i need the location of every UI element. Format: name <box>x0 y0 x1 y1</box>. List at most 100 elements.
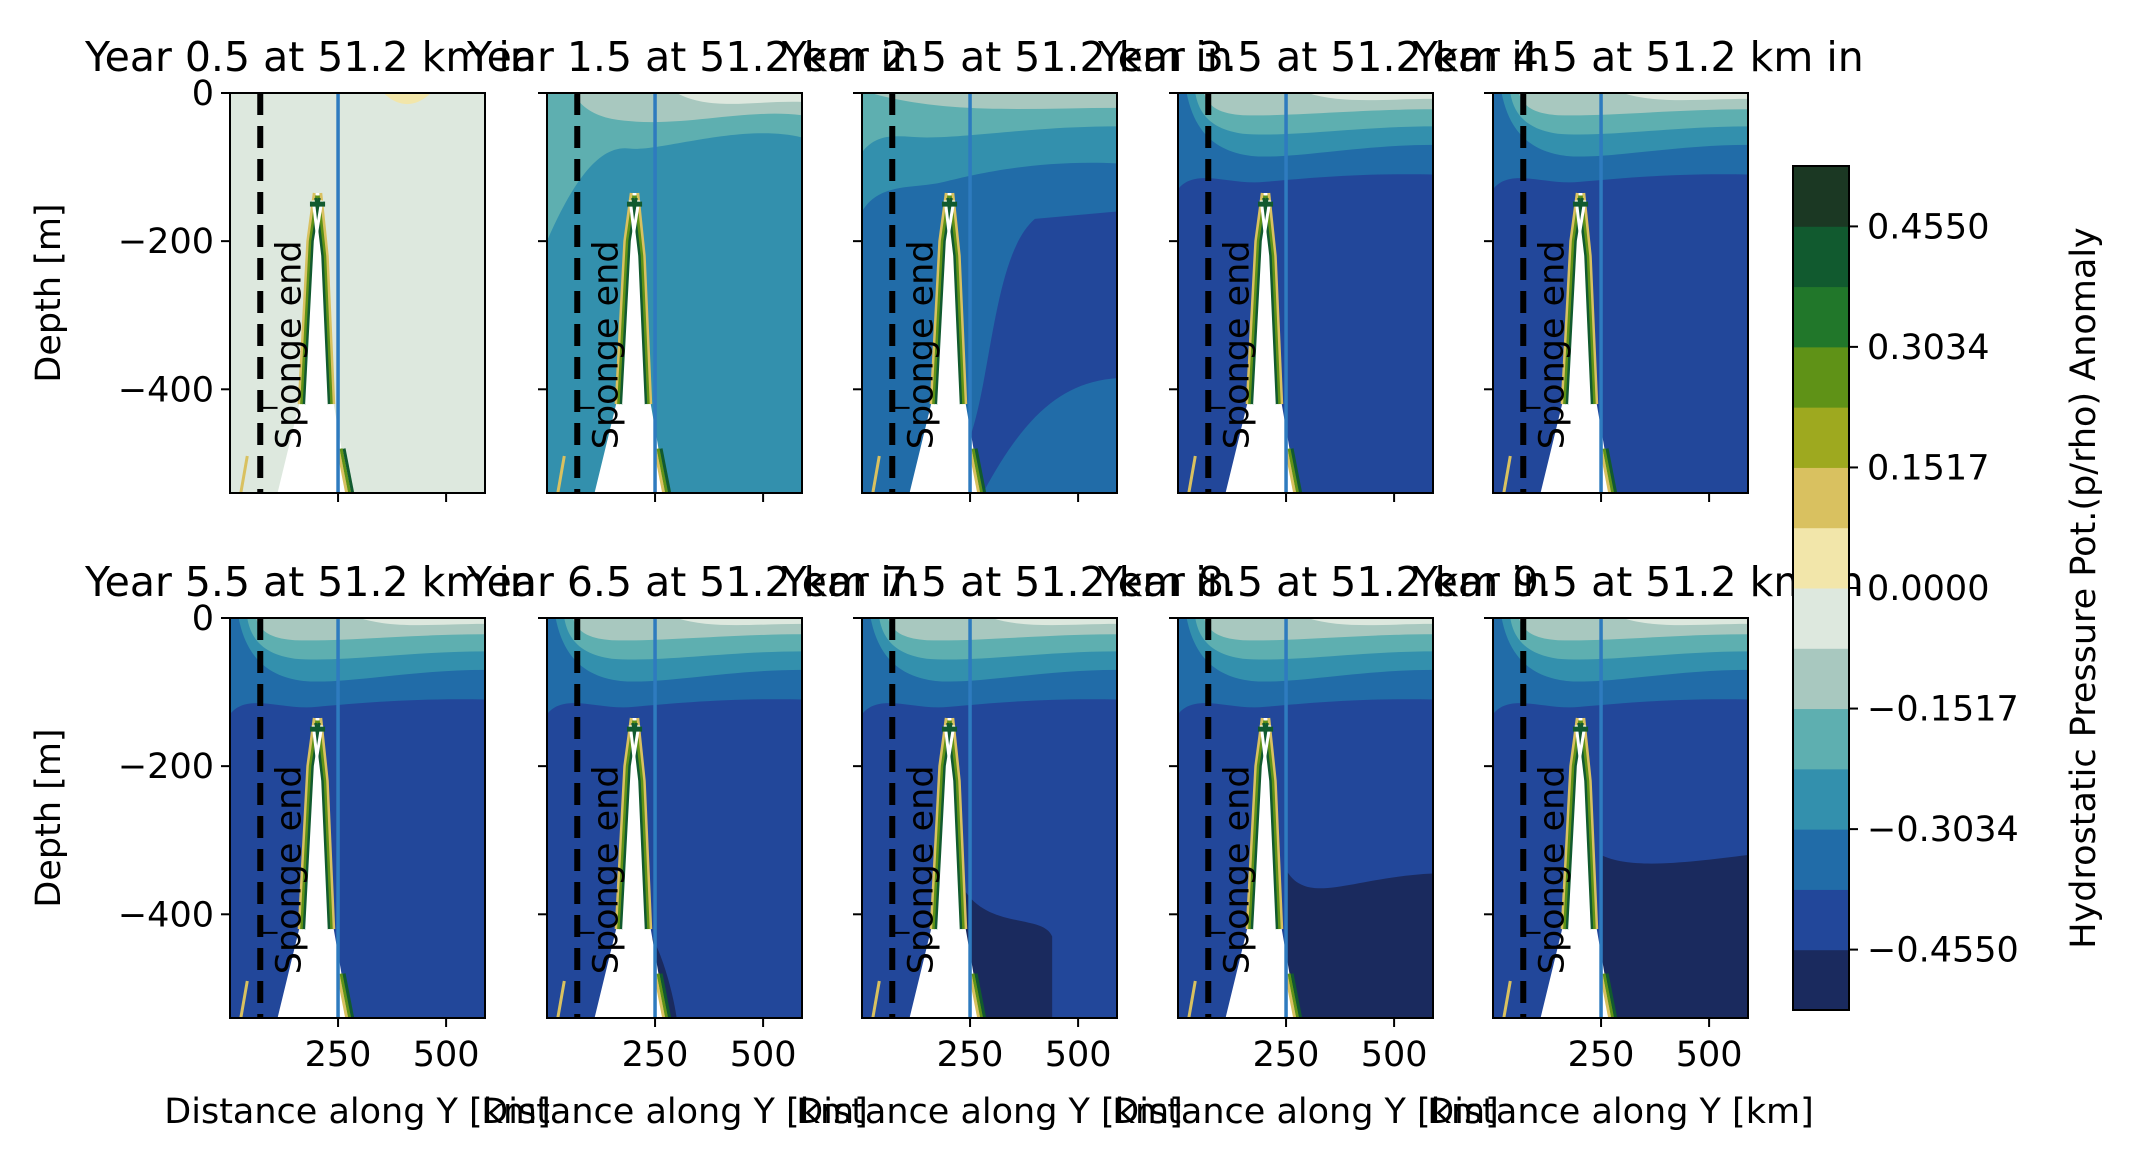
bathymetry-edge-left <box>622 725 641 930</box>
bathymetry-edge-right <box>628 725 645 930</box>
bathymetry-toe <box>342 448 355 493</box>
panel-10: Sponge end 250 500 Year 9.5 at 51.2 km in Di… <box>1412 558 1864 1132</box>
bathymetry-edge-left <box>929 192 948 405</box>
field-background <box>230 93 485 493</box>
bathymetry-toe <box>1605 448 1618 493</box>
colorbar-swatch <box>1793 407 1849 468</box>
panel-field <box>230 93 485 493</box>
colorbar: 0.4550 0.3034 0.1517 0.0000 −0.1517 −0.3034 −0… <box>1792 165 2104 1011</box>
y-tick-label: −400 <box>118 895 214 935</box>
bathymetry-toe <box>656 448 669 493</box>
bathymetry-toe <box>656 973 669 1018</box>
sponge-end-label: Sponge end <box>1217 765 1257 974</box>
bathymetry-toe-left <box>1187 980 1197 1018</box>
colorbar-swatch <box>1793 768 1849 830</box>
bathymetry-edge-left <box>297 192 316 405</box>
bathymetry-toe <box>971 973 984 1018</box>
bathymetry-edge-right <box>951 192 968 405</box>
bathymetry-edge-right <box>319 192 336 405</box>
x-tick-label: 500 <box>413 1035 480 1075</box>
panel-field <box>230 618 485 1018</box>
bathymetry-edge-left <box>1560 192 1579 405</box>
field-contour <box>1622 93 1748 101</box>
y-axis-label: Depth [m] <box>29 203 69 382</box>
field-contour <box>676 618 802 626</box>
colorbar-swatch <box>1793 588 1849 649</box>
colorbar-tick-label: −0.3034 <box>1867 810 2019 850</box>
panel-title: Year 6.5 at 51.2 km in <box>466 558 918 606</box>
bathymetry-toe <box>1290 973 1303 1018</box>
bathymetry-toe <box>974 448 987 493</box>
field-contour <box>1307 93 1433 101</box>
y-axis-label: Depth [m] <box>29 728 69 907</box>
field-contour <box>359 618 485 626</box>
bathymetry-toe <box>1290 448 1303 493</box>
sponge-end-label: Sponge end <box>1532 765 1572 974</box>
colorbar-tick-label: −0.1517 <box>1867 690 2019 730</box>
panel-title: Year 9.5 at 51.2 km in <box>1412 558 1864 606</box>
sponge-end-label: Sponge end <box>586 765 626 974</box>
bathymetry-edge-right <box>319 717 336 930</box>
bathymetry-edge-right <box>628 200 645 405</box>
panel-title: Year 8.5 at 51.2 km in <box>1097 558 1549 606</box>
bathymetry-toe <box>1602 973 1615 1018</box>
panel-field <box>1493 93 1748 493</box>
field-contour <box>1622 618 1748 626</box>
colorbar-tick-label: 0.0000 <box>1867 569 1989 609</box>
bathymetry-edge-left <box>1245 192 1264 405</box>
bathymetry-toe <box>339 973 352 1018</box>
colorbar-swatch <box>1793 708 1849 770</box>
y-tick-label: 0 <box>192 74 214 114</box>
bathymetry-edge-left <box>929 717 948 930</box>
colorbar-tick-label: 0.4550 <box>1867 207 1989 247</box>
bathymetry-ridge <box>1540 193 1612 493</box>
bathymetry-edge-right <box>1574 725 1591 930</box>
x-tick-label: 250 <box>937 1035 1004 1075</box>
bathymetry-toe <box>1287 973 1300 1018</box>
bathymetry-ridge <box>909 193 981 493</box>
colorbar-swatch <box>1793 829 1849 890</box>
bathymetry-ridge <box>277 718 349 1018</box>
panel-3: Sponge end Year 2.5 at 51.2 km in <box>781 33 1233 502</box>
panel-title: Year 4.5 at 51.2 km in <box>1412 33 1864 81</box>
panel-field <box>1178 618 1433 1018</box>
bathymetry-toe <box>1605 973 1618 1018</box>
bathymetry-edge-right <box>1267 192 1284 405</box>
bathymetry-edge-left <box>1253 725 1272 930</box>
bathymetry-edge-left <box>297 717 316 930</box>
bathymetry-edge-left <box>1568 725 1587 930</box>
bathymetry-toe <box>1602 448 1615 493</box>
panel-frame <box>1492 92 1749 494</box>
panel-frame <box>861 617 1118 1019</box>
colorbar-swatch <box>1793 949 1849 1011</box>
field-contour <box>1307 618 1433 626</box>
bathymetry-edge-left <box>614 717 633 930</box>
field-contour <box>547 93 802 242</box>
bathymetry-toe <box>659 448 672 493</box>
y-tick-label: −400 <box>118 370 214 410</box>
bathymetry-edge-right <box>1259 200 1276 405</box>
panel-title: Year 5.5 at 51.2 km in <box>84 558 536 606</box>
panel-4: Sponge end Year 3.5 at 51.2 km in <box>1097 33 1549 502</box>
bathymetry-toe-left <box>239 980 249 1018</box>
panel-field <box>547 93 802 493</box>
x-axis-label: Distance along Y [km] <box>164 1092 550 1132</box>
panel-field <box>547 618 802 1018</box>
panel-field <box>862 618 1117 1018</box>
bathymetry-toe-left <box>239 455 249 493</box>
colorbar-tick-label: 0.3034 <box>1867 328 1989 368</box>
bathymetry-edge-left <box>305 200 324 405</box>
bathymetry-ridge <box>594 718 666 1018</box>
panel-frame <box>546 92 803 494</box>
colorbar-swatch <box>1793 166 1849 227</box>
panel-7: Sponge end 250 500 Year 6.5 at 51.2 km in Di… <box>466 558 918 1132</box>
bathymetry-edge-right <box>943 200 960 405</box>
x-tick-label: 500 <box>1361 1035 1428 1075</box>
sponge-end-label: Sponge end <box>1532 240 1572 449</box>
sponge-end-label: Sponge end <box>901 765 941 974</box>
panel-9: Sponge end 250 500 Year 8.5 at 51.2 km in Di… <box>1097 558 1549 1132</box>
bathymetry-edge-left <box>622 200 641 405</box>
colorbar-swatch <box>1793 889 1849 951</box>
bathymetry-ridge <box>277 193 349 493</box>
